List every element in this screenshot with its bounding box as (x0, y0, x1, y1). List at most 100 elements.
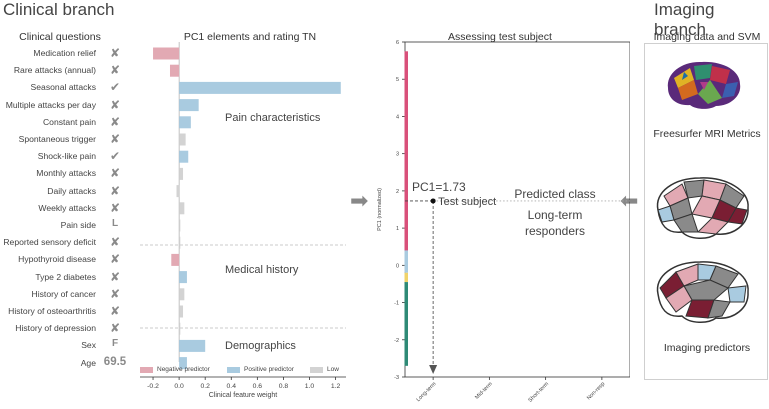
section-label-pain: Pain characteristics (225, 112, 321, 124)
legend-negative-label: Negative predictor (157, 366, 210, 373)
y-tick-label: 0 (396, 263, 399, 269)
bar-daily-attacks (176, 185, 180, 198)
x-tick-label: Mid-term (474, 381, 494, 401)
answer-value: L (111, 218, 119, 229)
imaging-predictor-brain-medial (656, 261, 749, 323)
arrow-down-icon (429, 365, 438, 374)
y-tick-label: 5 (396, 77, 399, 83)
cross-icon: ✘ (109, 132, 121, 146)
cross-icon: ✘ (109, 304, 121, 318)
legend-positive: Positive predictor (227, 366, 294, 373)
question-label: Medication relief (33, 48, 96, 58)
freesurfer-label: Freesurfer MRI Metrics (653, 128, 761, 140)
bar-medication-relief (153, 47, 180, 60)
legend-low: Low (310, 366, 339, 373)
section-label-medical: Medical history (225, 264, 299, 276)
cross-icon: ✘ (109, 166, 121, 181)
bar-history-of-osteoarthritis (179, 305, 184, 318)
bar-spontaneous-trigger (179, 133, 186, 146)
x-tick-label: Long-term (416, 381, 438, 403)
assessing-title: Assessing test subject (448, 31, 552, 43)
answer-value: 69.5 (103, 355, 127, 368)
y-tick-label: -2 (394, 338, 399, 344)
question-label: Rare attacks (annual) (13, 65, 96, 76)
y-axis-label: PC1 (normalized) (377, 188, 383, 231)
cross-icon: ✘ (109, 183, 121, 198)
freesurfer-brain-image (667, 61, 741, 109)
cross-icon: ✘ (109, 46, 121, 60)
clinical-questions-list: Medication relief ✘ Rare attacks (annual) ✘… (0, 0, 135, 409)
pc1-value-label: PC1=1.73 (412, 180, 466, 194)
legend-positive-swatch (227, 366, 240, 373)
bar-history-of-depression (179, 322, 181, 335)
bar-weekly-attacks (179, 202, 185, 215)
assess-chart: -3 -2 -1 0 1 2 3 4 5 6 PC1 (normalized) Long-term Mi… (377, 40, 630, 404)
predicted-class-title: Predicted class (514, 187, 596, 201)
answer-value: F (111, 338, 119, 350)
pc1-chart-title: PC1 elements and rating TN (183, 31, 317, 43)
question-label: Sex (81, 340, 96, 351)
question-label: Shock-like pain (37, 151, 96, 162)
bar-reported-sensory-deficit (179, 236, 181, 249)
bar-rare-attacks-annual- (169, 64, 180, 77)
check-icon: ✔ (109, 80, 121, 95)
legend-positive-label: Positive predictor (244, 366, 294, 373)
cross-icon: ✘ (109, 286, 121, 301)
cross-icon: ✘ (109, 200, 121, 215)
cross-icon: ✘ (109, 269, 121, 284)
x-tick-label: 0.2 (200, 383, 210, 390)
arrow-left-icon: ⬅ (620, 188, 639, 213)
x-tick-label: Non-resp (586, 381, 606, 401)
predicted-class-line1: Long-term (527, 208, 583, 222)
y-tick-label: 4 (396, 114, 399, 120)
question-label: Hypothyroid disease (18, 254, 96, 265)
question-label: Seasonal attacks (30, 82, 96, 93)
x-tick-label: Short-term (527, 381, 550, 404)
x-tick-label: 1.2 (331, 383, 341, 390)
bar-seasonal-attacks (179, 81, 341, 94)
question-label: Weekly attacks (38, 202, 96, 213)
section-label-demographics: Demographics (225, 340, 296, 352)
bar-monthly-attacks (179, 167, 184, 180)
bar-sex (179, 339, 206, 352)
bar-age (179, 357, 187, 370)
legend-negative-swatch (140, 366, 153, 373)
legend-low-swatch (310, 366, 323, 373)
question-label: Multiple attacks per day (5, 99, 96, 110)
y-tick-label: -3 (394, 375, 399, 381)
clinical-questions-title: Clinical questions (19, 31, 101, 43)
predicted-class-line2: responders (524, 224, 586, 238)
color-bar-segment (404, 272, 408, 283)
question-label: Type 2 diabetes (35, 271, 96, 282)
question-label: Monthly attacks (36, 168, 96, 179)
clinical-branch-title: Clinical branch (3, 0, 115, 19)
x-axis-label: Clinical feature weight (209, 392, 278, 399)
imaging-branch-title: Imaging branch (654, 0, 715, 39)
x-tick-label: 0.0 (174, 383, 184, 390)
cross-icon: ✘ (109, 114, 121, 129)
check-icon: ✔ (109, 149, 121, 164)
x-tick-label: -0.2 (147, 383, 159, 390)
bar-type-2-diabetes (179, 271, 187, 284)
x-tick-label: 0.8 (279, 383, 289, 390)
test-subject-label: Test subject (438, 196, 496, 208)
x-tick-label: 0.6 (253, 383, 263, 390)
bar-multiple-attacks-per-day (179, 99, 199, 112)
bar-shock-like-pain (179, 150, 189, 163)
x-tick-label: 0.4 (227, 383, 237, 390)
test-subject-point (430, 198, 436, 204)
imaging-pane-frame (644, 43, 768, 380)
question-label: History of depression (15, 323, 96, 334)
imaging-predictors-label: Imaging predictors (663, 342, 751, 354)
bar-history-of-cancer (179, 288, 185, 301)
imaging-svm-title: Imaging data and SVM (653, 31, 761, 43)
y-tick-label: 2 (396, 189, 399, 195)
question-label: Daily attacks (47, 185, 96, 196)
legend-negative: Negative predictor (140, 366, 210, 373)
color-bar-segment (404, 51, 408, 251)
y-tick-label: 6 (396, 40, 399, 46)
y-tick-label: 1 (396, 226, 399, 232)
color-bar-segment (404, 250, 408, 273)
question-label: Age (80, 357, 96, 368)
bar-constant-pain (179, 116, 191, 129)
